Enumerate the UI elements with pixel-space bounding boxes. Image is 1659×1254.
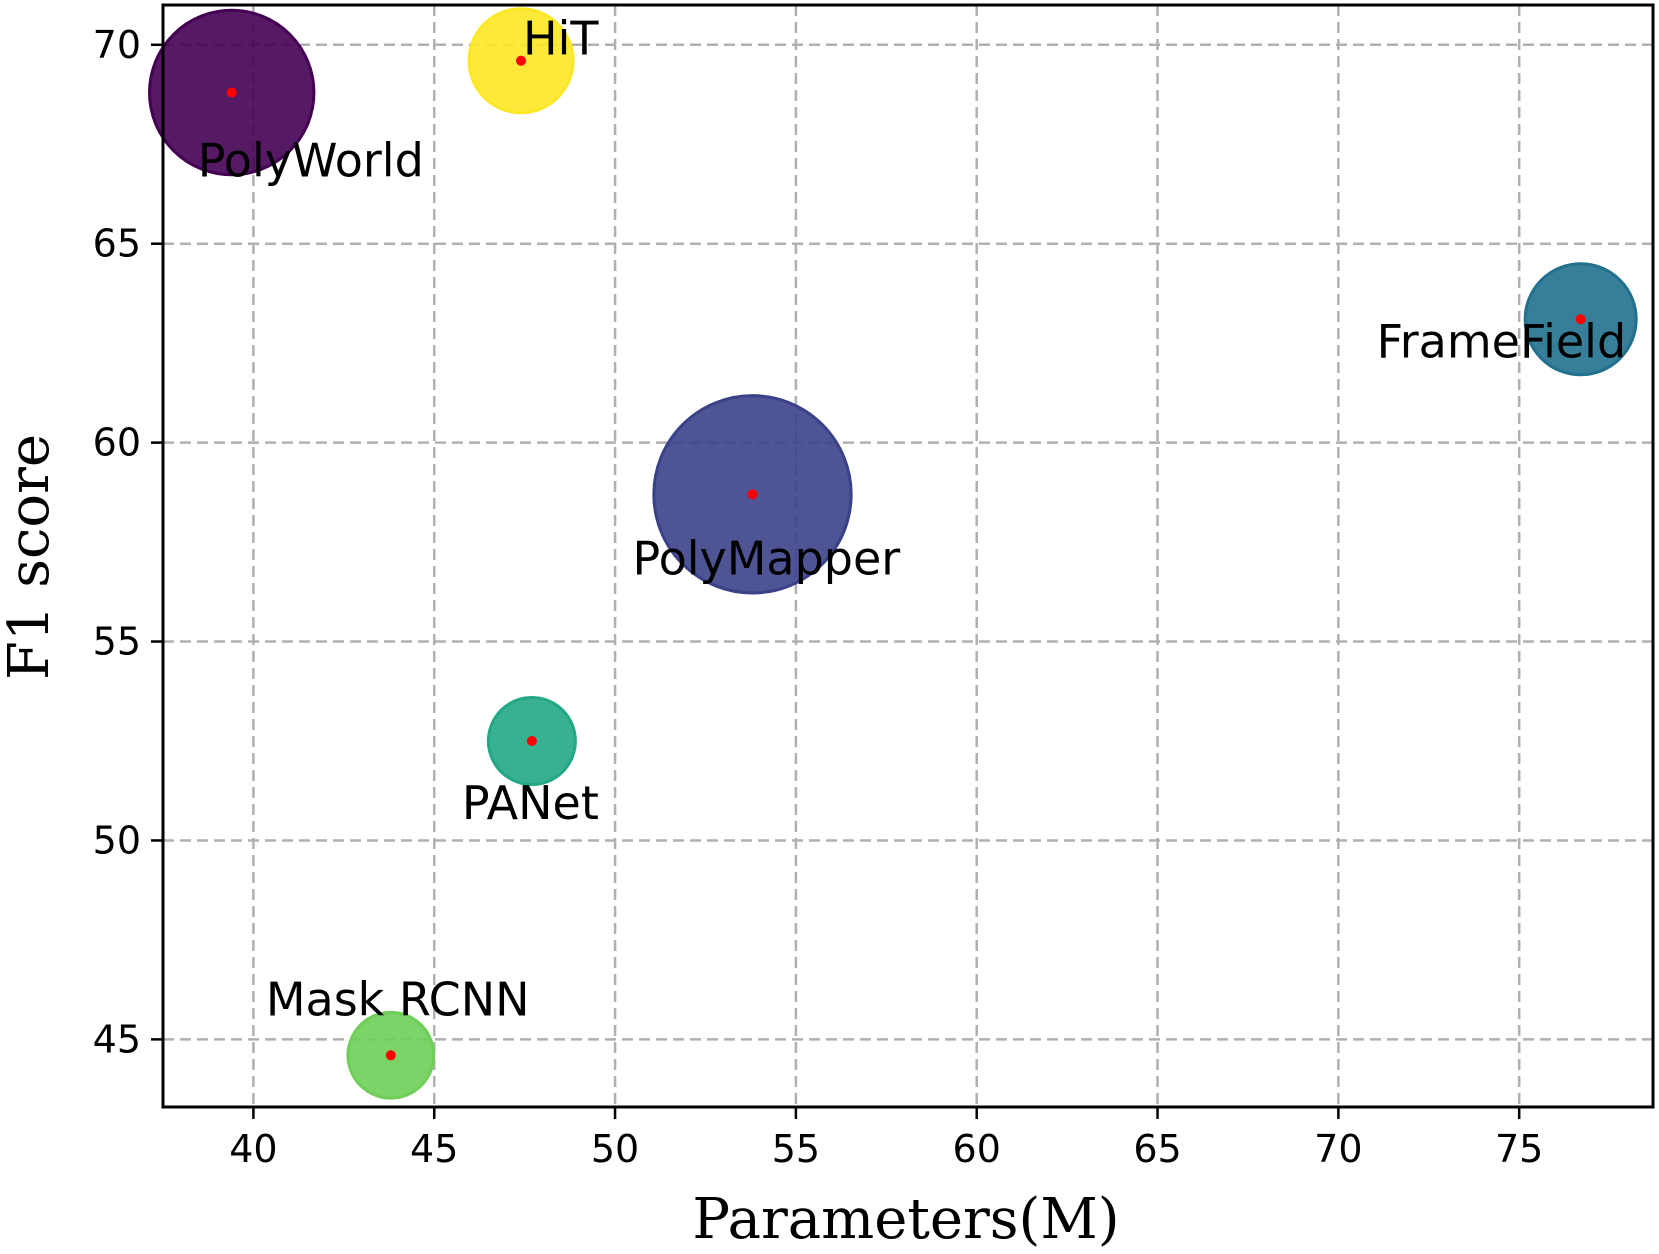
bubble-label: HiT [523,12,599,66]
bubble-label: FrameField [1377,314,1627,368]
bubble-label: Mask RCNN [266,972,530,1026]
y-axis-label: F1 score [0,434,62,680]
y-tick-label: 70 [93,23,141,67]
bubble-center-marker [385,1050,396,1061]
bubble-labels: PolyWorld HiT FrameField PolyMapper PANet Mas… [198,12,1626,1027]
x-tick-label: 65 [1133,1127,1181,1171]
x-tick-label: 40 [229,1127,277,1171]
ticks: 40 45 50 55 60 65 70 75 45 50 55 60 65 70 [93,23,1544,1171]
bubble-center-marker [1575,314,1586,325]
x-axis-label: Parameters(M) [692,1187,1119,1252]
axes [161,3,1655,1109]
y-tick-label: 65 [93,222,141,266]
y-tick-label: 45 [93,1017,141,1061]
y-tick-label: 50 [93,818,141,862]
y-tick-label: 55 [93,620,141,664]
x-tick-label: 75 [1495,1127,1543,1171]
x-tick-label: 45 [410,1127,458,1171]
bubble-center-marker [526,735,537,746]
x-tick-label: 70 [1314,1127,1362,1171]
bubble-center-marker [226,87,237,98]
bubble-label: PANet [462,776,599,830]
bubble-center-marker [747,489,758,500]
x-tick-label: 50 [591,1127,639,1171]
x-tick-label: 55 [772,1127,820,1171]
plot-frame [161,3,1655,1109]
bubble-label: PolyWorld [198,134,424,188]
bubble-center-marker [516,55,527,66]
y-tick-label: 60 [93,421,141,465]
bubble-label: PolyMapper [632,531,900,585]
x-tick-label: 60 [953,1127,1001,1171]
bubbles [147,7,1638,1100]
